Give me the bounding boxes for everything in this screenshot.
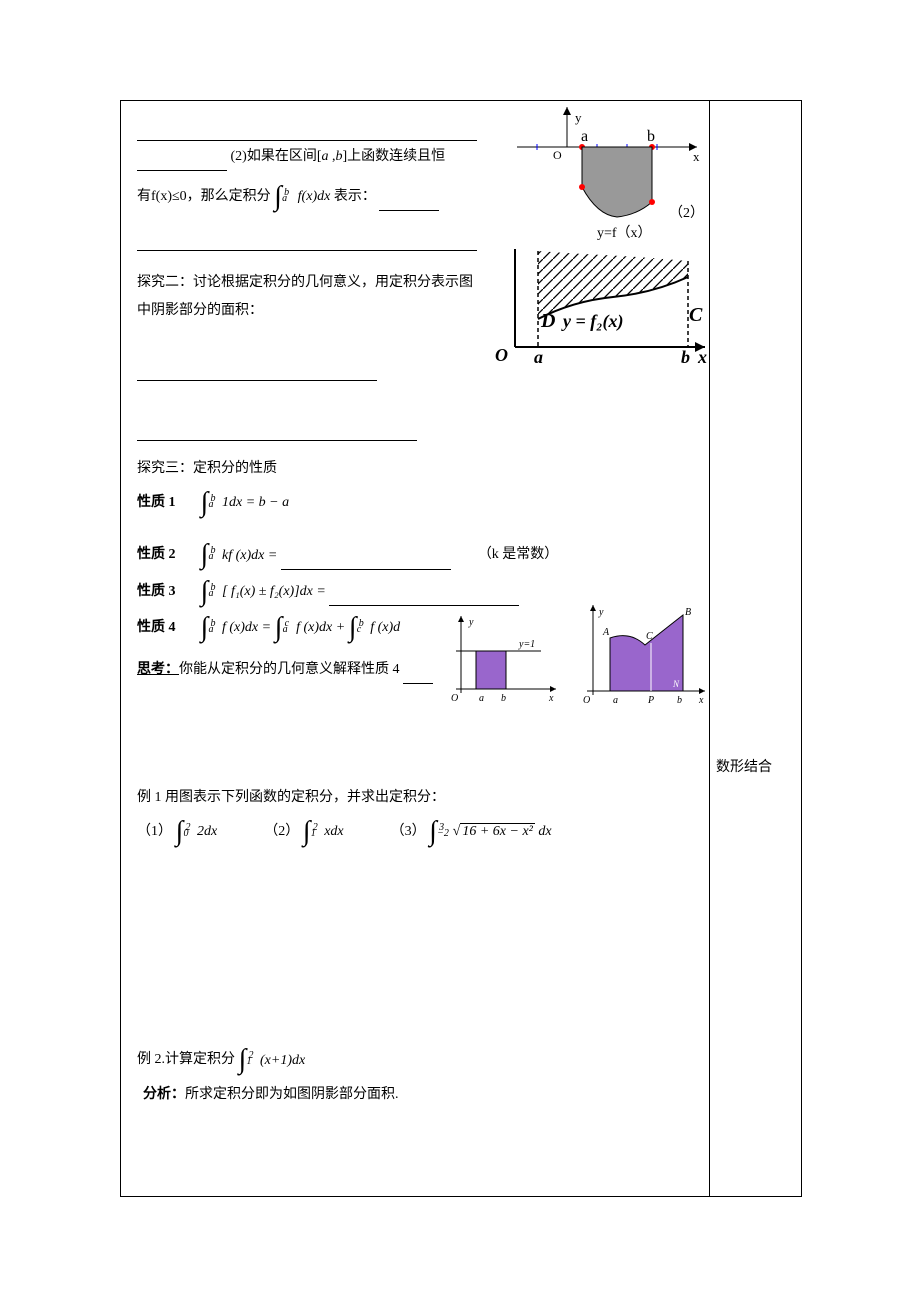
ex1-3-inner: 16 + 6x − x²: [460, 823, 535, 839]
prop3-inner: [ f₁(x) ± f₂(x)]dx =: [222, 584, 326, 599]
fig-small-y1: y=1: [518, 639, 535, 650]
ex1-1-math: 2dx: [197, 824, 217, 839]
fig-curve-C: C: [646, 631, 653, 642]
sqrt-icon: 16 + 6x − x²: [453, 818, 535, 846]
fig-dc-D: D: [540, 310, 555, 332]
ex2-analysis-label: 分析：: [143, 1087, 185, 1102]
prop1-row: 性质 1 ∫ba 1dx = b − a: [137, 489, 693, 517]
fig-small-b: b: [501, 693, 506, 704]
prop1-label: 性质 1: [137, 495, 176, 510]
clause-2-line2-prefix: 有f(x)≤0，那么定积分: [137, 189, 271, 204]
sep: ,: [329, 149, 336, 164]
fig2-label-a: a: [581, 128, 588, 145]
prop4-eq1: f (x)dx =: [222, 620, 275, 635]
fig2-label-O: O: [553, 148, 562, 162]
tan3-title-text: 探究三：定积分的性质: [137, 461, 277, 476]
ex1-title: 例 1 用图表示下列函数的定积分，并求出定积分：: [137, 784, 693, 812]
prop1-rhs: = b − a: [246, 495, 289, 510]
think-label: 思考：: [137, 662, 179, 677]
clause-2-prefix: (2)如果在区间[: [231, 149, 322, 164]
content-frame: (2)如果在区间[a ,b]上函数连续且恒 有f(x)≤0，那么定积分 ∫ba …: [120, 100, 802, 1197]
ex2-math: (x+1)dx: [260, 1053, 305, 1068]
prop1-inner: 1dx: [222, 495, 242, 510]
fig-negative-region: a b y x O y=f（x） （2）: [497, 107, 707, 247]
ex1-3-label: （3）: [391, 824, 426, 839]
fig-rect-y1: y x O a b y=1: [441, 611, 561, 706]
fig-curve-M: M: [600, 679, 609, 689]
fig-curve-a: a: [613, 695, 618, 706]
tan2-title-text: 探究二：讨论根据定积分的几何意义，用定积分表示图中阴影部分的面积：: [137, 275, 473, 318]
side-column: 数形结合: [710, 101, 801, 1196]
fig-curve-N: N: [672, 679, 680, 689]
prop3-label: 性质 3: [137, 584, 176, 599]
think-text: 你能从定积分的几何意义解释性质 4: [179, 662, 400, 677]
tan3-title: 探究三：定积分的性质: [137, 455, 693, 483]
integral-icon: ∫ca: [275, 614, 289, 642]
ex2-analysis: 分析：所求定积分即为如图阴影部分面积.: [137, 1081, 693, 1109]
ex1-3-suffix: dx: [535, 824, 552, 839]
fig-small-O: O: [451, 693, 458, 704]
integral-icon: ∫ba: [201, 578, 215, 606]
fig-dc-a: a: [534, 347, 543, 367]
fig2-label-b: b: [647, 128, 655, 145]
integral-icon: ∫20: [176, 818, 190, 846]
integral-icon: ∫21: [303, 818, 317, 846]
blank-line-4: [137, 413, 693, 441]
fig-small-x: x: [548, 693, 554, 704]
fig-curve-y: y: [598, 607, 604, 618]
fig2-label-y: y: [575, 110, 582, 125]
ex1-title-text: 例 1 用图表示下列函数的定积分，并求出定积分：: [137, 790, 445, 805]
fig2-label-x: x: [693, 149, 700, 164]
tan2-title: 探究二：讨论根据定积分的几何意义，用定积分表示图中阴影部分的面积：: [137, 269, 477, 325]
fig2-caption: （2）: [669, 205, 704, 221]
sidebar-note-text: 数形结合: [716, 760, 772, 775]
fig-dc-x: x: [697, 347, 707, 367]
sidebar-note: 数形结合: [716, 756, 796, 776]
clause-2-suffix: 表示：: [334, 189, 376, 204]
prop4-eq3: f (x)d: [370, 620, 400, 635]
prop2-row: 性质 2 ∫ba kf (x)dx = （k 是常数）: [137, 541, 693, 569]
fig-dc-O: O: [495, 345, 508, 365]
prop2-note: （k 是常数）: [478, 548, 559, 563]
fig-dc-b: b: [681, 347, 690, 367]
integral-icon: ∫ba: [201, 614, 215, 642]
fig-curve-P: P: [647, 695, 654, 706]
ex1-items: （1） ∫20 2dx （2） ∫21 xdx （3） ∫3−2 16 + 6x…: [137, 818, 693, 846]
ex1-1-label: （1）: [137, 824, 172, 839]
var-b: b: [336, 149, 343, 164]
fig-dc-eq: y = f₂(x): [561, 311, 624, 332]
fig-curve-b: b: [677, 695, 682, 706]
integral-icon: ∫ba: [201, 541, 215, 569]
var-a: a: [322, 149, 329, 164]
integral-icon: ∫bc: [349, 614, 363, 642]
fig-curved-region: y x O a P b A C B M N: [575, 603, 710, 708]
fig-small-y: y: [468, 617, 474, 628]
ex2-analysis-text: 所求定积分即为如图阴影部分面积.: [185, 1087, 399, 1102]
fig-curve-A: A: [602, 627, 610, 638]
fig-dc-C: C: [689, 304, 703, 326]
ex1-2-math: xdx: [324, 824, 343, 839]
integral-icon: ∫21: [239, 1046, 253, 1074]
ex1-2-label: （2）: [264, 824, 299, 839]
fig-small-a: a: [479, 693, 484, 704]
prop4-label: 性质 4: [137, 620, 176, 635]
prop2-inner: kf (x)dx =: [222, 548, 281, 563]
prop2-label: 性质 2: [137, 548, 176, 563]
page-root: (2)如果在区间[a ,b]上函数连续且恒 有f(x)≤0，那么定积分 ∫ba …: [0, 0, 920, 1302]
fig-curve-B: B: [685, 607, 691, 618]
clause-2-mid: ]上函数连续且恒: [343, 149, 446, 164]
fig-hatched-region: O a b x D y = f₂(x) C: [493, 249, 713, 369]
integral-icon: ∫ba: [201, 489, 215, 517]
fig-curve-x: x: [698, 695, 704, 706]
integral-icon: ∫ba: [274, 183, 288, 211]
fig2-curve-label: y=f（x）: [597, 225, 652, 241]
integrand-fx: f(x)dx: [298, 189, 331, 204]
prop4-eq2: f (x)dx +: [296, 620, 349, 635]
ex2-title-pre: 例 2.计算定积分: [137, 1053, 235, 1068]
ex2-title: 例 2.计算定积分 ∫21 (x+1)dx: [137, 1046, 693, 1074]
prop3-row: 性质 3 ∫ba [ f₁(x) ± f₂(x)]dx =: [137, 578, 693, 606]
integral-icon: ∫3−2: [429, 818, 443, 846]
fig-curve-O: O: [583, 695, 590, 706]
